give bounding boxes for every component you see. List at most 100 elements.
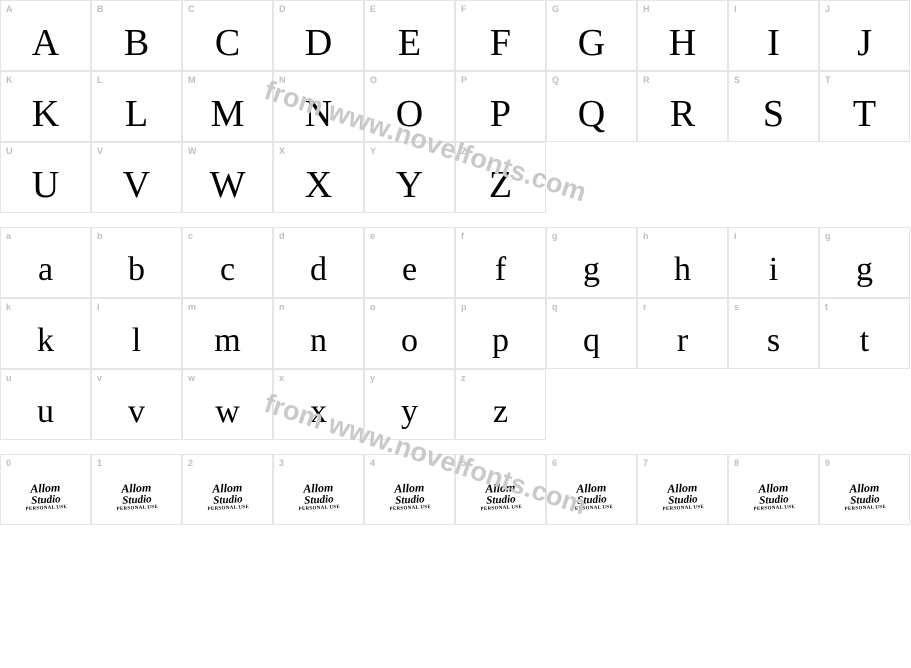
- cell-label: 7: [643, 458, 649, 468]
- glyph-cell: 4AllomStudioPERSONAL USE: [364, 454, 455, 525]
- cell-label: 3: [279, 458, 285, 468]
- cell-glyph: AllomStudioPERSONAL USE: [729, 469, 818, 524]
- glyph-cell: 0AllomStudioPERSONAL USE: [0, 454, 91, 525]
- cell-glyph: AllomStudioPERSONAL USE: [547, 469, 636, 524]
- cell-label: p: [461, 302, 467, 312]
- cell-label: I: [734, 4, 737, 14]
- cell-glyph: Y: [365, 157, 454, 212]
- cell-glyph: AllomStudioPERSONAL USE: [274, 469, 363, 524]
- glyph-cell: gg: [546, 227, 637, 298]
- glyph-cell: AA: [0, 0, 91, 71]
- cell-glyph: z: [456, 384, 545, 439]
- glyph-cell: SS: [728, 71, 819, 142]
- cell-label: 5: [461, 458, 467, 468]
- glyph-cell: DD: [273, 0, 364, 71]
- glyph-cell: qq: [546, 298, 637, 369]
- glyph-cell: ss: [728, 298, 819, 369]
- glyph-cell: 3 AllomStudioPERSONAL USE: [273, 454, 364, 525]
- cell-label: a: [6, 231, 12, 241]
- cell-glyph: P: [456, 86, 545, 141]
- glyph-cell: YY: [364, 142, 455, 213]
- glyph-cell: JJ: [819, 0, 910, 71]
- cell-label: w: [188, 373, 196, 383]
- cell-glyph: n: [274, 313, 363, 368]
- cell-label: A: [6, 4, 13, 14]
- cell-label: m: [188, 302, 197, 312]
- cell-glyph: U: [1, 157, 90, 212]
- cell-glyph: C: [183, 15, 272, 70]
- glyph-cell: II: [728, 0, 819, 71]
- glyph-cell: KK: [0, 71, 91, 142]
- cell-glyph: AllomStudioPERSONAL USE: [365, 469, 454, 524]
- cell-label: 6: [552, 458, 558, 468]
- glyph-cell: 9AllomStudioPERSONAL USE: [819, 454, 910, 525]
- glyph-cell: CC: [182, 0, 273, 71]
- cell-label: v: [97, 373, 103, 383]
- glyph-cell: oo: [364, 298, 455, 369]
- cell-glyph: y: [365, 384, 454, 439]
- cell-label: 0: [6, 458, 12, 468]
- cell-glyph: M: [183, 86, 272, 141]
- glyph-cell: kk: [0, 298, 91, 369]
- cell-label: K: [6, 75, 13, 85]
- logo-glyph: AllomStudioPERSONAL USE: [843, 481, 886, 513]
- cell-label: E: [370, 4, 377, 14]
- cell-glyph: A: [1, 15, 90, 70]
- cell-glyph: Z: [456, 157, 545, 212]
- glyph-cell: ww: [182, 369, 273, 440]
- cell-label: r: [643, 302, 647, 312]
- cell-label: l: [97, 302, 100, 312]
- cell-glyph: Q: [547, 86, 636, 141]
- glyph-cell: BB: [91, 0, 182, 71]
- glyph-cell: ee: [364, 227, 455, 298]
- cell-label: O: [370, 75, 378, 85]
- cell-glyph: AllomStudioPERSONAL USE: [92, 469, 181, 524]
- cell-glyph: S: [729, 86, 818, 141]
- cell-label: P: [461, 75, 468, 85]
- cell-glyph: d: [274, 242, 363, 297]
- cell-glyph: AllomStudioPERSONAL USE: [456, 469, 545, 524]
- cell-label: i: [734, 231, 737, 241]
- cell-glyph: D: [274, 15, 363, 70]
- cell-glyph: X: [274, 157, 363, 212]
- cell-glyph: f: [456, 242, 545, 297]
- cell-label: X: [279, 146, 286, 156]
- cell-label: H: [643, 4, 650, 14]
- glyph-cell: 6AllomStudioPERSONAL USE: [546, 454, 637, 525]
- glyph-cell: 5AllomStudioPERSONAL USE: [455, 454, 546, 525]
- cell-label: M: [188, 75, 196, 85]
- glyph-cell: NN: [273, 71, 364, 142]
- cell-label: R: [643, 75, 650, 85]
- glyph-cell: 8AllomStudioPERSONAL USE: [728, 454, 819, 525]
- glyph-cell: 1AllomStudioPERSONAL USE: [91, 454, 182, 525]
- glyph-cell: RR: [637, 71, 728, 142]
- cell-label: Y: [370, 146, 377, 156]
- cell-glyph: L: [92, 86, 181, 141]
- cell-label: o: [370, 302, 376, 312]
- cell-glyph: k: [1, 313, 90, 368]
- glyph-cell: yy: [364, 369, 455, 440]
- logo-glyph: AllomStudioPERSONAL USE: [661, 481, 704, 513]
- cell-glyph: G: [547, 15, 636, 70]
- cell-glyph: b: [92, 242, 181, 297]
- lowercase-grid: aabbccddeeffgghhiiggkkllmmnnooppqqrrsstt…: [0, 227, 911, 440]
- glyph-cell: VV: [91, 142, 182, 213]
- cell-glyph: p: [456, 313, 545, 368]
- cell-label: e: [370, 231, 376, 241]
- cell-glyph: AllomStudioPERSONAL USE: [820, 469, 909, 524]
- glyph-cell: XX: [273, 142, 364, 213]
- cell-label: 1: [97, 458, 103, 468]
- cell-label: B: [97, 4, 104, 14]
- logo-glyph: AllomStudioPERSONAL USE: [388, 481, 431, 513]
- cell-glyph: W: [183, 157, 272, 212]
- cell-label: q: [552, 302, 558, 312]
- glyph-cell: mm: [182, 298, 273, 369]
- cell-glyph: N: [274, 86, 363, 141]
- cell-label: g: [552, 231, 558, 241]
- glyph-cell: bb: [91, 227, 182, 298]
- uppercase-grid: AABBCCDDEEFFGGHHIIJJKKLLMMNNOOPPQQRRSSTT…: [0, 0, 911, 213]
- cell-label: V: [97, 146, 104, 156]
- cell-label: D: [279, 4, 286, 14]
- logo-glyph: AllomStudioPERSONAL USE: [297, 481, 340, 513]
- glyph-cell: PP: [455, 71, 546, 142]
